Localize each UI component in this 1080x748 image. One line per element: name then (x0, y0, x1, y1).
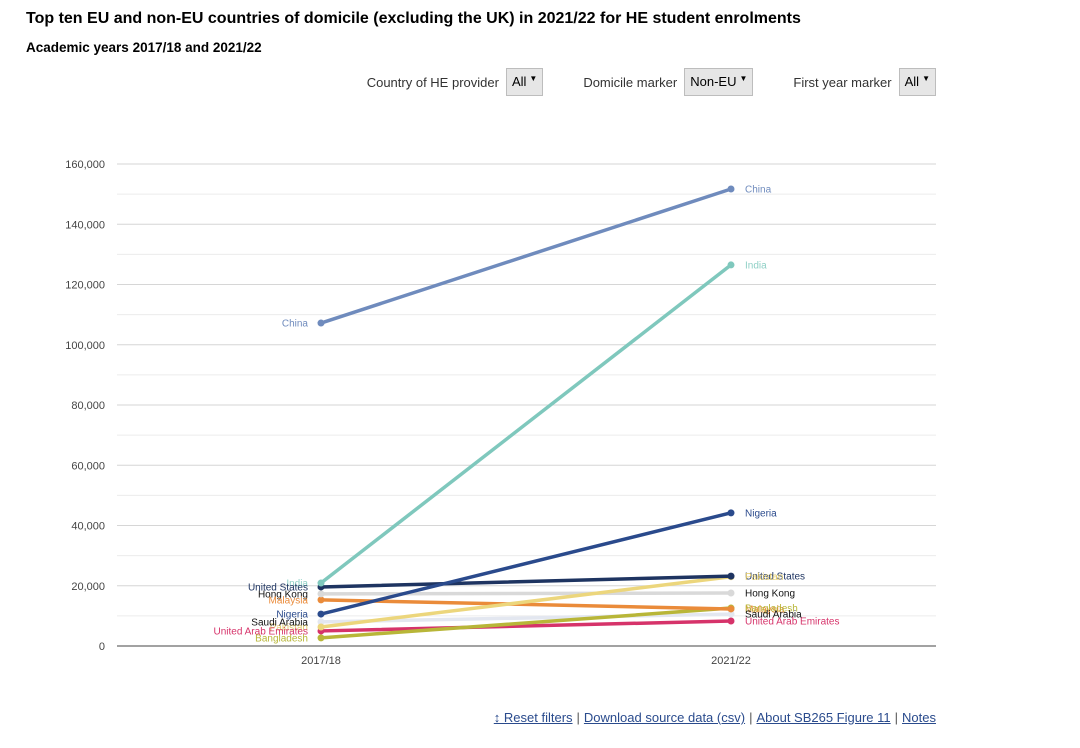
series-line (319, 591, 733, 596)
y-tick-label: 40,000 (71, 521, 105, 533)
series-line (319, 511, 733, 616)
data-point (727, 261, 735, 269)
series-line (319, 612, 733, 624)
filter-bar: Country of HE provider All ▼ Domicile ma… (327, 68, 936, 96)
series-china (317, 185, 735, 327)
data-point (317, 618, 325, 626)
series-label-end: Nigeria (745, 508, 777, 519)
select-value: All (904, 74, 920, 89)
series-label-start: Pakistan (270, 623, 308, 634)
data-point (317, 634, 325, 642)
caret-down-icon: ▼ (922, 74, 930, 83)
y-tick-label: 120,000 (65, 280, 105, 292)
reset-filters-link[interactable]: ↕ Reset filters (493, 710, 573, 725)
series-label-end: India (745, 260, 767, 271)
filter-domicile-marker: Domicile marker Non-EU ▼ (583, 68, 754, 96)
series-label-end: Pakistan (745, 572, 783, 583)
notes-link[interactable]: Notes (902, 710, 936, 725)
data-point (317, 579, 325, 587)
series-nigeria (317, 509, 735, 618)
filter-first-year-marker: First year marker All ▼ (793, 68, 936, 96)
series-united-states (317, 572, 735, 591)
domicile-marker-select[interactable]: Non-EU ▼ (684, 68, 754, 96)
series-line (319, 574, 733, 629)
y-axis: 0 20,000 40,000 60,000 80,000 100,000 120,000 1… (65, 159, 105, 653)
series-line (319, 619, 733, 633)
series-label-start: Malaysia (269, 595, 309, 606)
filter-label: Country of HE provider (366, 74, 499, 90)
y-tick-label: 20,000 (71, 581, 105, 593)
series-line (319, 574, 733, 589)
first-year-marker-select[interactable]: All ▼ (898, 68, 936, 96)
data-point (317, 590, 325, 598)
series-label-start: Hong Kong (258, 589, 308, 600)
data-point (317, 319, 325, 327)
grid-lines (117, 163, 936, 617)
series-line (319, 187, 733, 325)
data-point (727, 185, 735, 193)
series-label-end: United Arab Emirates (745, 616, 840, 627)
series-label-end: Hong Kong (745, 588, 795, 599)
data-point (727, 589, 735, 597)
y-tick-label: 160,000 (65, 159, 105, 171)
x-tick-label: 2017/18 (301, 655, 341, 667)
download-csv-link[interactable]: Download source data (csv) (583, 710, 746, 725)
series-label-start: United States (248, 582, 308, 593)
country-of-provider-select[interactable]: All ▼ (505, 68, 544, 96)
separator: | (894, 710, 899, 725)
y-tick-label: 60,000 (71, 460, 105, 472)
series-label-end: Saudi Arabia (745, 610, 802, 621)
series-labels: China China India India Nigeria Nigeria United… (214, 185, 840, 645)
series-label-end: Bangladesh (745, 604, 798, 615)
data-point (727, 610, 735, 618)
chart-title: Top ten EU and non-EU countries of domic… (26, 10, 801, 27)
series-label-end: China (745, 185, 772, 196)
data-point (317, 596, 325, 604)
series-malaysia (317, 596, 735, 613)
slope-chart: 0 20,000 40,000 60,000 80,000 100,000 120,000 1… (65, 159, 936, 667)
series-label-start: Bangladesh (255, 633, 308, 644)
series-line (319, 606, 733, 640)
data-point (727, 605, 735, 613)
series-india (317, 261, 735, 587)
data-point (727, 617, 735, 625)
y-tick-label: 0 (99, 641, 105, 653)
series-label-start: India (286, 579, 308, 590)
data-point (727, 572, 735, 580)
series-line (319, 598, 733, 611)
data-point (317, 610, 325, 618)
y-tick-label: 100,000 (65, 340, 105, 352)
data-point (727, 509, 735, 517)
series-label-end: United States (745, 572, 805, 583)
filter-label: Domicile marker (583, 74, 678, 90)
data-point (317, 623, 325, 631)
separator: | (749, 710, 753, 725)
caret-down-icon: ▼ (739, 74, 748, 83)
series-label-start: United Arab Emirates (214, 626, 309, 637)
select-value: Non-EU (690, 74, 737, 89)
x-tick-label: 2021/22 (711, 655, 751, 667)
series-label-start: China (282, 319, 309, 330)
about-figure-link[interactable]: About SB265 Figure 11 (756, 710, 891, 725)
series-lines (317, 185, 735, 642)
caret-down-icon: ▼ (529, 74, 538, 83)
series-label-end: Malaysia (745, 604, 785, 615)
filter-label: First year marker (793, 74, 892, 90)
series-line (319, 263, 733, 585)
series-hong-kong (317, 589, 735, 598)
series-saudi-arabia (317, 610, 735, 626)
separator: | (576, 710, 580, 725)
y-tick-label: 140,000 (65, 219, 105, 231)
filter-country-of-provider: Country of HE provider All ▼ (367, 68, 544, 96)
footer-links: ↕ Reset filters | Download source data (cs… (494, 710, 936, 725)
x-axis: 2017/18 2021/22 (117, 645, 936, 667)
series-label-start: Saudi Arabia (251, 617, 308, 628)
y-tick-label: 80,000 (71, 400, 105, 412)
series-label-start: Nigeria (276, 610, 308, 621)
chart-subtitle: Academic years 2017/18 and 2021/22 (26, 40, 262, 55)
select-value: All (511, 74, 527, 89)
